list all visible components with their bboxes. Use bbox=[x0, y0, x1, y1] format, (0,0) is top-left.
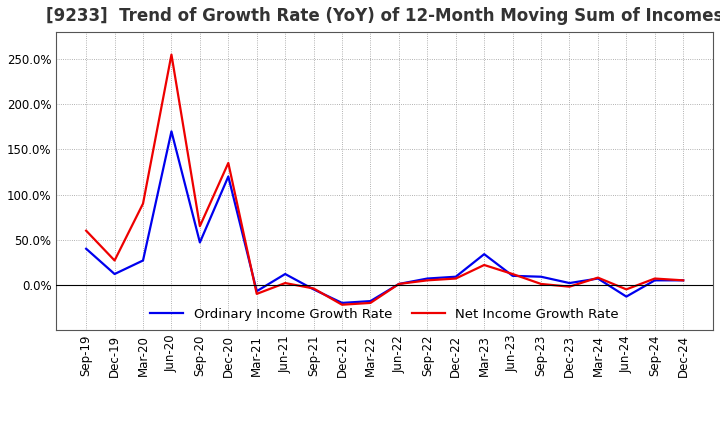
Ordinary Income Growth Rate bbox=[82, 246, 91, 251]
Net Income Growth Rate bbox=[253, 291, 261, 297]
Net Income Growth Rate bbox=[536, 281, 545, 286]
Line: Net Income Growth Rate: Net Income Growth Rate bbox=[86, 55, 683, 305]
Ordinary Income Growth Rate bbox=[423, 276, 432, 281]
Ordinary Income Growth Rate bbox=[196, 240, 204, 245]
Net Income Growth Rate bbox=[224, 160, 233, 165]
Ordinary Income Growth Rate bbox=[451, 274, 460, 279]
Net Income Growth Rate bbox=[281, 280, 289, 286]
Ordinary Income Growth Rate bbox=[480, 252, 488, 257]
Net Income Growth Rate bbox=[366, 300, 375, 305]
Ordinary Income Growth Rate bbox=[679, 278, 688, 283]
Ordinary Income Growth Rate bbox=[366, 298, 375, 304]
Net Income Growth Rate bbox=[338, 302, 346, 308]
Title: [9233]  Trend of Growth Rate (YoY) of 12-Month Moving Sum of Incomes: [9233] Trend of Growth Rate (YoY) of 12-… bbox=[46, 7, 720, 25]
Net Income Growth Rate bbox=[423, 278, 432, 283]
Net Income Growth Rate bbox=[593, 275, 602, 280]
Ordinary Income Growth Rate bbox=[281, 271, 289, 277]
Net Income Growth Rate bbox=[196, 224, 204, 229]
Net Income Growth Rate bbox=[565, 284, 574, 290]
Net Income Growth Rate bbox=[395, 281, 403, 286]
Ordinary Income Growth Rate bbox=[395, 281, 403, 286]
Ordinary Income Growth Rate bbox=[224, 174, 233, 179]
Net Income Growth Rate bbox=[508, 271, 517, 277]
Net Income Growth Rate bbox=[451, 276, 460, 281]
Net Income Growth Rate bbox=[110, 258, 119, 263]
Net Income Growth Rate bbox=[167, 52, 176, 57]
Ordinary Income Growth Rate bbox=[338, 300, 346, 305]
Net Income Growth Rate bbox=[622, 287, 631, 292]
Ordinary Income Growth Rate bbox=[565, 280, 574, 286]
Net Income Growth Rate bbox=[310, 286, 318, 291]
Ordinary Income Growth Rate bbox=[593, 276, 602, 281]
Net Income Growth Rate bbox=[650, 276, 659, 281]
Net Income Growth Rate bbox=[139, 201, 148, 206]
Ordinary Income Growth Rate bbox=[650, 278, 659, 283]
Ordinary Income Growth Rate bbox=[508, 273, 517, 279]
Ordinary Income Growth Rate bbox=[622, 294, 631, 299]
Ordinary Income Growth Rate bbox=[167, 129, 176, 134]
Ordinary Income Growth Rate bbox=[253, 289, 261, 294]
Net Income Growth Rate bbox=[480, 262, 488, 268]
Net Income Growth Rate bbox=[82, 228, 91, 233]
Legend: Ordinary Income Growth Rate, Net Income Growth Rate: Ordinary Income Growth Rate, Net Income … bbox=[145, 303, 624, 326]
Ordinary Income Growth Rate bbox=[536, 274, 545, 279]
Ordinary Income Growth Rate bbox=[110, 271, 119, 277]
Ordinary Income Growth Rate bbox=[139, 258, 148, 263]
Line: Ordinary Income Growth Rate: Ordinary Income Growth Rate bbox=[86, 132, 683, 303]
Ordinary Income Growth Rate bbox=[310, 287, 318, 292]
Net Income Growth Rate bbox=[679, 278, 688, 283]
